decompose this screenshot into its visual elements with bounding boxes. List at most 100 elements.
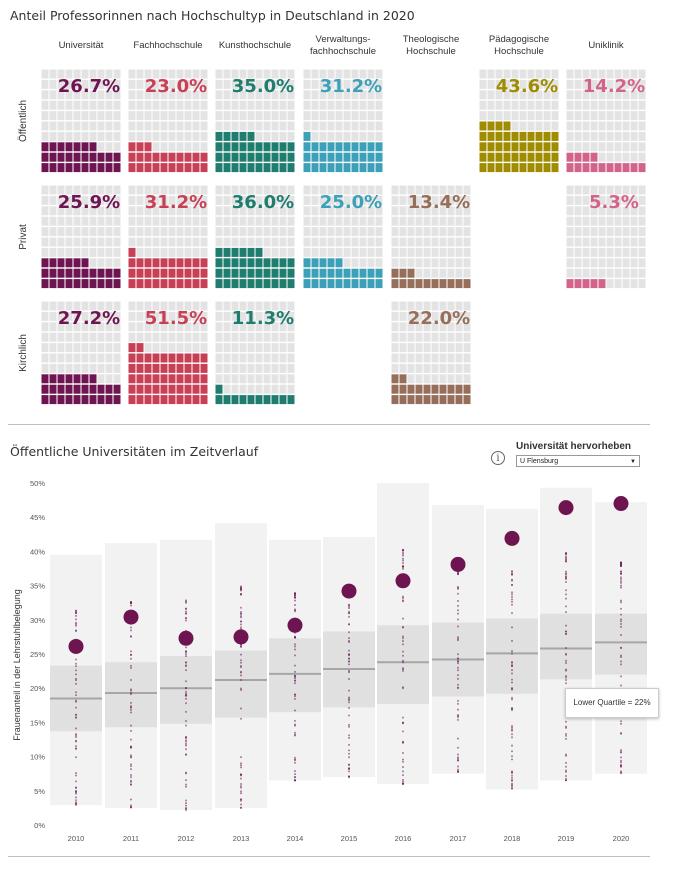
waffle-square xyxy=(113,301,121,311)
waffle-square xyxy=(57,363,65,373)
waffle-square xyxy=(152,142,160,152)
percent-label: 13.4% xyxy=(408,192,470,213)
waffle-square xyxy=(606,227,614,237)
distribution-dot xyxy=(294,664,296,667)
waffle-square xyxy=(105,374,113,384)
distribution-dot xyxy=(294,674,296,677)
waffle-square xyxy=(375,79,383,89)
waffle-square xyxy=(463,247,471,257)
waffle-square xyxy=(279,90,287,100)
waffle-square xyxy=(463,258,471,268)
waffle-square xyxy=(160,301,168,311)
waffle-square xyxy=(463,268,471,278)
waffle-square xyxy=(590,90,598,100)
waffle-square xyxy=(566,79,574,89)
waffle-square xyxy=(606,247,614,257)
waffle-square xyxy=(41,332,49,342)
highlight-point xyxy=(178,630,194,646)
waffle-square xyxy=(271,311,279,321)
info-icon[interactable]: i xyxy=(491,451,505,465)
waffle-square xyxy=(630,79,638,89)
waffle-cell xyxy=(303,69,383,173)
waffle-square xyxy=(303,100,311,110)
waffle-square xyxy=(215,90,223,100)
waffle-square xyxy=(495,79,503,89)
waffle-square xyxy=(638,216,646,226)
waffle-square xyxy=(638,237,646,247)
waffle-square xyxy=(168,258,176,268)
waffle-square xyxy=(590,237,598,247)
waffle-square xyxy=(200,332,208,342)
waffle-square xyxy=(49,395,57,405)
waffle-square xyxy=(391,301,399,311)
waffle-square xyxy=(311,100,319,110)
waffle-square xyxy=(231,152,239,162)
waffle-square xyxy=(65,322,73,332)
waffle-square xyxy=(335,111,343,121)
waffle-square xyxy=(184,185,192,195)
waffle-square xyxy=(335,142,343,152)
waffle-square xyxy=(606,195,614,205)
waffle-square xyxy=(391,343,399,353)
waffle-square xyxy=(335,79,343,89)
waffle-square xyxy=(375,195,383,205)
waffle-square xyxy=(215,216,223,226)
waffle-square xyxy=(128,69,136,79)
waffle-square xyxy=(223,311,231,321)
waffle-square xyxy=(574,69,582,79)
waffle-square xyxy=(128,374,136,384)
waffle-square xyxy=(287,353,295,363)
distribution-dot xyxy=(240,626,242,629)
distribution-dot xyxy=(620,599,622,602)
waffle-square xyxy=(263,279,271,289)
distribution-dot xyxy=(457,677,459,680)
waffle-square xyxy=(327,268,335,278)
waffle-square xyxy=(263,258,271,268)
waffle-square xyxy=(415,343,423,353)
waffle-square xyxy=(73,163,81,173)
waffle-square xyxy=(566,142,574,152)
waffle-square xyxy=(247,268,255,278)
waffle-square xyxy=(606,237,614,247)
waffle-square xyxy=(375,279,383,289)
distribution-dot xyxy=(620,623,622,626)
iqr-box xyxy=(595,613,647,675)
waffle-square xyxy=(455,247,463,257)
waffle-square xyxy=(168,343,176,353)
distribution-dot xyxy=(565,659,567,662)
distribution-dot xyxy=(402,551,404,554)
waffle-cell xyxy=(215,301,295,405)
waffle-square xyxy=(49,247,57,257)
waffle-square xyxy=(89,152,97,162)
distribution-dot xyxy=(185,719,187,722)
waffle-square xyxy=(279,121,287,131)
distribution-dot xyxy=(565,611,567,614)
distribution-dot xyxy=(294,648,296,651)
waffle-square xyxy=(57,121,65,131)
waffle-square xyxy=(136,131,144,141)
waffle-square xyxy=(311,111,319,121)
waffle-square xyxy=(279,195,287,205)
waffle-square xyxy=(479,90,487,100)
highlight-dropdown[interactable]: U Flensburg ▼ xyxy=(516,455,640,467)
waffle-square xyxy=(287,152,295,162)
waffle-square xyxy=(57,152,65,162)
waffle-square xyxy=(590,268,598,278)
distribution-dot xyxy=(511,755,513,758)
distribution-dot xyxy=(511,664,513,667)
distribution-dot xyxy=(75,780,77,783)
waffle-square xyxy=(311,163,319,173)
waffle-square xyxy=(136,121,144,131)
waffle-square xyxy=(255,227,263,237)
waffle-square xyxy=(566,216,574,226)
waffle-square xyxy=(136,395,144,405)
waffle-square xyxy=(566,185,574,195)
waffle-square xyxy=(335,216,343,226)
waffle-square xyxy=(311,216,319,226)
waffle-square xyxy=(574,279,582,289)
waffle-square xyxy=(57,279,65,289)
waffle-square xyxy=(343,142,351,152)
y-tick-label: 0% xyxy=(34,821,45,830)
waffle-square xyxy=(57,69,65,79)
waffle-square xyxy=(279,332,287,342)
